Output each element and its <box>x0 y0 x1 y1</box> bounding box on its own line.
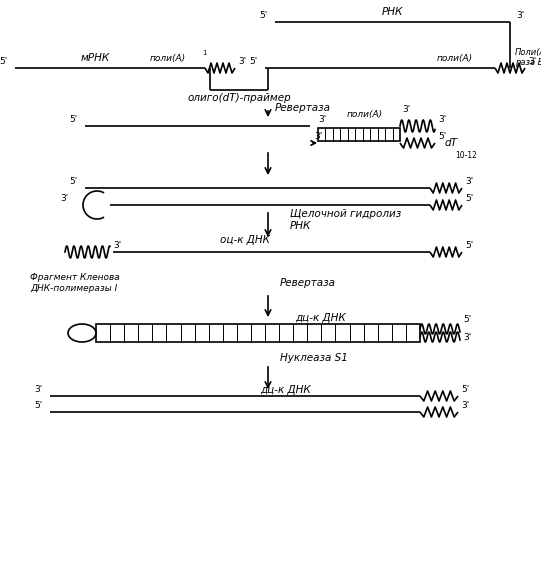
Text: поли(А): поли(А) <box>437 54 473 62</box>
Text: 3': 3' <box>461 401 469 410</box>
Text: 3': 3' <box>438 115 446 124</box>
Text: 5': 5' <box>463 315 471 324</box>
Text: Ревертаза: Ревертаза <box>280 278 336 288</box>
Text: Фрагмент Кленова
ДНК-полимеразы I: Фрагмент Кленова ДНК-полимеразы I <box>30 273 120 293</box>
Text: олиго(dT)-праймер: олиго(dT)-праймер <box>187 93 291 103</box>
Text: 5': 5' <box>438 132 446 141</box>
Text: 5': 5' <box>35 401 43 410</box>
Text: 1: 1 <box>202 50 207 56</box>
Text: 3': 3' <box>402 105 410 114</box>
Text: 5': 5' <box>461 385 469 394</box>
Text: 3': 3' <box>35 385 43 394</box>
Text: 5': 5' <box>465 194 473 203</box>
Text: 3': 3' <box>465 177 473 186</box>
Text: оц-к ДНК: оц-к ДНК <box>220 235 270 245</box>
Text: поли(А): поли(А) <box>150 54 186 62</box>
Text: Ревертаза: Ревертаза <box>275 103 331 113</box>
Text: дц-к ДНК: дц-к ДНК <box>295 313 346 323</box>
Text: РНК: РНК <box>381 7 403 17</box>
Text: Щелочной гидролиз
РНК: Щелочной гидролиз РНК <box>290 209 401 231</box>
Text: 10-12: 10-12 <box>455 151 477 160</box>
Text: мРНК: мРНК <box>81 53 110 63</box>
Text: 3': 3' <box>528 57 536 66</box>
Text: 5': 5' <box>70 177 78 186</box>
Text: 5': 5' <box>0 57 8 66</box>
Text: 3': 3' <box>60 194 68 203</box>
Text: 3': 3' <box>318 115 326 124</box>
Text: 5': 5' <box>260 11 268 20</box>
Text: 3': 3' <box>516 11 524 20</box>
Text: 5': 5' <box>465 241 473 250</box>
Text: 3': 3' <box>314 132 322 141</box>
Text: 3': 3' <box>113 241 121 250</box>
Text: Поли(А)-полиме-
раза E.coli: Поли(А)-полиме- раза E.coli <box>515 48 541 68</box>
Text: Нуклеаза S1: Нуклеаза S1 <box>280 353 348 363</box>
Text: dT: dT <box>445 138 458 148</box>
Text: поли(А): поли(А) <box>347 109 383 119</box>
Text: дц-к ДНК: дц-к ДНК <box>260 385 311 395</box>
Text: 5': 5' <box>250 57 258 66</box>
Text: 3': 3' <box>463 333 471 342</box>
Text: 5': 5' <box>70 115 78 124</box>
Text: 3': 3' <box>238 57 246 66</box>
